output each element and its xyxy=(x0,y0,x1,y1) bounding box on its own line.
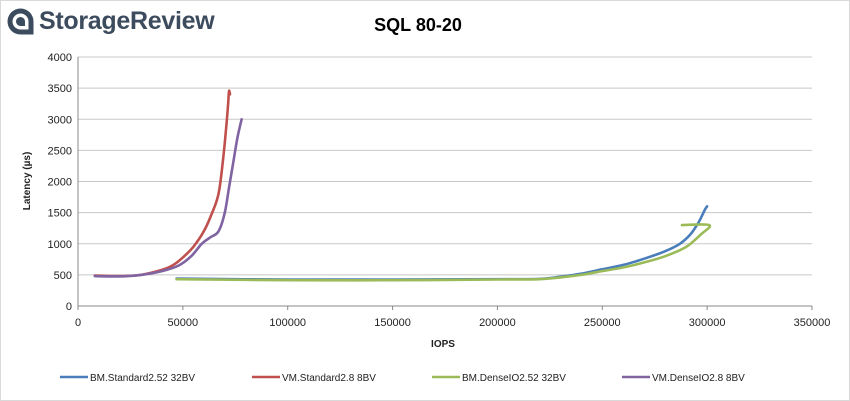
y-tick-label: 4000 xyxy=(48,52,72,64)
x-tick-label: 300000 xyxy=(689,317,726,329)
gridlines xyxy=(78,56,812,276)
storagereview-logo-icon xyxy=(7,8,34,34)
legend-item: VM.DenseIO2.8 8BV xyxy=(622,373,745,384)
legend-item: BM.Standard2.52 32BV xyxy=(60,373,195,384)
x-axis-label: IOPS xyxy=(431,339,455,350)
y-tick-label: 1500 xyxy=(48,208,72,220)
legend: BM.Standard2.52 32BV VM.Standard2.8 8BV BM… xyxy=(60,373,745,384)
legend-item: VM.Standard2.8 8BV xyxy=(252,373,376,384)
axes xyxy=(77,57,813,310)
x-tick-label: 250000 xyxy=(584,317,621,329)
series-lines xyxy=(93,89,712,282)
legend-label: VM.DenseIO2.8 8BV xyxy=(652,373,745,384)
x-tick-label: 350000 xyxy=(794,317,831,329)
legend-label: BM.Standard2.52 32BV xyxy=(90,373,195,384)
series-line-2 xyxy=(93,89,232,278)
x-tick-label: 50000 xyxy=(168,317,199,329)
series-line-1 xyxy=(175,205,709,281)
series-line-3 xyxy=(175,223,712,282)
y-tick-label: 1000 xyxy=(48,239,72,251)
legend-label: BM.DenseIO2.52 32BV xyxy=(462,373,566,384)
brand-logo: StorageReview xyxy=(7,6,215,36)
x-tick-label: 0 xyxy=(75,317,81,329)
y-tick-label: 2000 xyxy=(48,177,72,189)
y-tick-labels: 0 500 1000 1500 2000 2500 3000 3500 4000 xyxy=(48,52,72,313)
y-tick-label: 500 xyxy=(54,270,72,282)
y-tick-label: 3000 xyxy=(48,114,72,126)
brand-name: StorageReview xyxy=(39,6,215,35)
x-tick-label: 150000 xyxy=(374,317,411,329)
y-tick-label: 3500 xyxy=(48,83,72,95)
chart-title: SQL 80-20 xyxy=(374,15,462,35)
series-line-4 xyxy=(93,118,243,278)
x-tick-label: 200000 xyxy=(479,317,516,329)
legend-label: VM.Standard2.8 8BV xyxy=(282,373,376,384)
y-tick-label: 2500 xyxy=(48,145,72,157)
x-tick-label: 100000 xyxy=(269,317,306,329)
y-axis-label: Latency (µs) xyxy=(22,152,33,211)
x-tick-labels: 0 50000 100000 150000 200000 250000 300000 3500… xyxy=(75,317,830,329)
y-tick-label: 0 xyxy=(66,301,72,313)
legend-item: BM.DenseIO2.52 32BV xyxy=(432,373,566,384)
